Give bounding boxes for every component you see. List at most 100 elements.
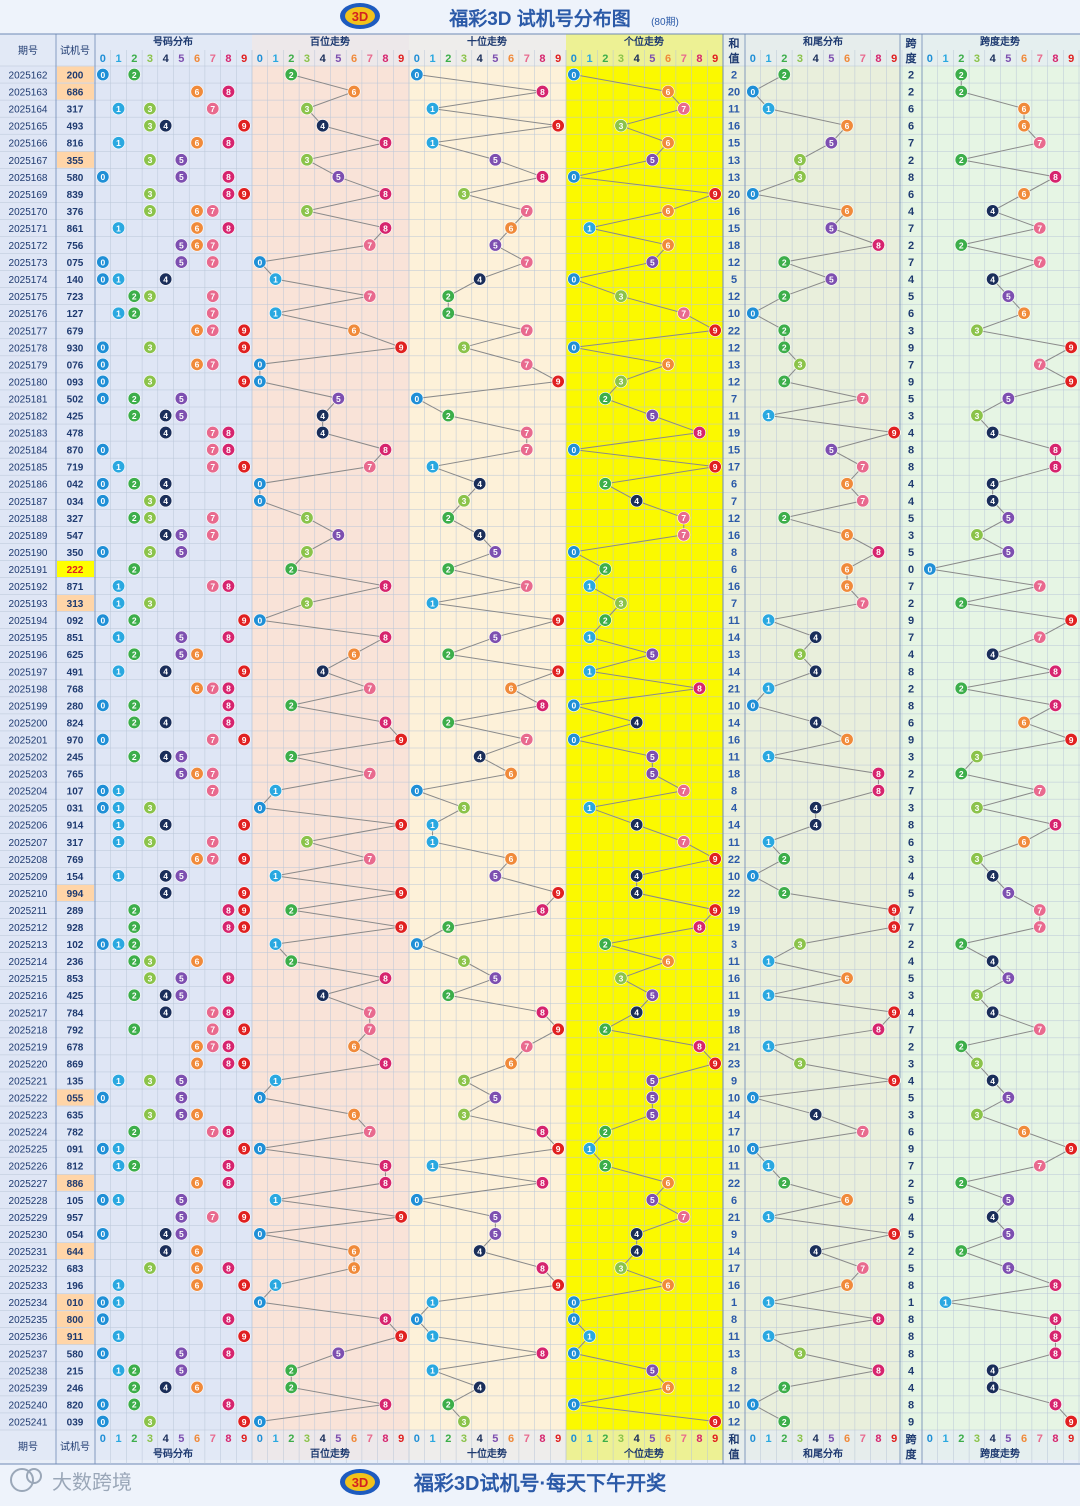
trial-number: 107 <box>67 787 84 798</box>
sum-tail-point <box>840 1278 854 1292</box>
units-trend-point-label: 9 <box>713 854 718 864</box>
units-trend-point-label: 1 <box>587 667 592 677</box>
tens-digit-header: 7 <box>524 53 530 65</box>
trial-number: 200 <box>67 71 84 82</box>
distribution-ball <box>96 937 110 951</box>
distribution-ball <box>206 579 220 593</box>
hundreds-trend-point <box>316 664 330 678</box>
issue-label: 2025209 <box>9 872 48 883</box>
distribution-ball <box>174 1091 188 1105</box>
issue-label: 2025221 <box>9 1076 48 1087</box>
tens-trend-point-label: 2 <box>446 513 451 523</box>
span-trend-point <box>970 323 984 337</box>
hundreds-trend-point <box>300 511 314 525</box>
distribution-ball-label: 4 <box>163 530 168 540</box>
sum-tail-point-label: 6 <box>845 581 850 591</box>
trial-number: 105 <box>67 1196 84 1207</box>
distribution-ball-label: 4 <box>163 1246 168 1256</box>
distribution-ball <box>237 1142 251 1156</box>
tens-trend-point <box>426 460 440 474</box>
distribution-ball <box>190 681 204 695</box>
distribution-ball <box>174 1227 188 1241</box>
distribution-ball-label: 9 <box>242 1059 247 1069</box>
sum-tail-point-label: 2 <box>782 1178 787 1188</box>
sum-tail-point <box>824 443 838 457</box>
hundreds-trend-point <box>269 272 283 286</box>
distribution-ball-label: 8 <box>226 189 231 199</box>
units-trend-point-label: 7 <box>681 513 686 523</box>
trial-number: 756 <box>67 241 84 252</box>
span_trend-digit-header: 8 <box>1052 53 1058 65</box>
tens-trend-point-label: 5 <box>493 1229 498 1239</box>
span-trend-point <box>954 238 968 252</box>
distribution-ball <box>237 1022 251 1036</box>
tens-trend-point <box>520 323 534 337</box>
tens-trend-point-label: 3 <box>462 496 467 506</box>
distribution-ball <box>206 1005 220 1019</box>
trial-number: 102 <box>67 940 84 951</box>
units-trend-point-label: 2 <box>603 939 608 949</box>
sum-tail-point <box>840 528 854 542</box>
span_trend-digit-header: 7 <box>1037 53 1043 65</box>
distribution-ball-label: 0 <box>100 1229 105 1239</box>
distribution-ball-label: 8 <box>226 172 231 182</box>
span-value: 5 <box>908 291 914 303</box>
issue-label: 2025190 <box>9 548 48 559</box>
span-trend-point-label: 4 <box>990 274 995 284</box>
hundreds-trend-point-label: 2 <box>289 752 294 762</box>
sum-value: 11 <box>728 1161 740 1173</box>
span_trend-digit-header: 4 <box>990 1433 997 1445</box>
units-trend-point <box>708 187 722 201</box>
distribution-ball <box>159 1005 173 1019</box>
span-trend-point-label: 7 <box>1037 360 1042 370</box>
tens-digit-header: 0 <box>414 53 420 65</box>
span-trend-point-label: 2 <box>959 1246 964 1256</box>
units-trend-point <box>630 869 644 883</box>
tens-trend-point-label: 2 <box>446 564 451 574</box>
distribution-ball-label: 1 <box>116 803 121 813</box>
span-header: 度 <box>906 51 918 65</box>
distribution-ball <box>190 85 204 99</box>
span-trend-point-label: 4 <box>990 206 995 216</box>
trial-number: 093 <box>67 377 84 388</box>
tens-trend-point <box>441 511 455 525</box>
sum-value: 10 <box>728 1399 740 1411</box>
hundreds-header: 百位走势 <box>310 35 350 48</box>
span-trend-point <box>1001 289 1015 303</box>
span-value: 5 <box>908 393 914 405</box>
tens-trend-point <box>551 119 565 133</box>
units-trend-point <box>677 784 691 798</box>
units-trend-point <box>645 1363 659 1377</box>
tens-digit-header: 5 <box>492 53 498 65</box>
units-trend-point <box>614 289 628 303</box>
hundreds-trend-point-label: 0 <box>257 1417 262 1427</box>
sum-value: 17 <box>728 1127 740 1139</box>
distribution-ball <box>190 767 204 781</box>
issue-label: 2025179 <box>9 360 48 371</box>
span-value: 2 <box>908 769 914 781</box>
units-trend-point <box>630 886 644 900</box>
tens-trend-point-label: 5 <box>493 240 498 250</box>
tens-trend-point <box>457 1108 471 1122</box>
units-trend-point-label: 6 <box>666 1280 671 1290</box>
distribution-ball-label: 9 <box>242 820 247 830</box>
tens-trend-point <box>426 1295 440 1309</box>
sum-tail-point <box>887 1227 901 1241</box>
distribution-ball-label: 3 <box>148 973 153 983</box>
issue-label: 2025164 <box>9 105 48 116</box>
span-value: 5 <box>908 1093 914 1105</box>
units-digit-header: 5 <box>649 53 655 65</box>
distribution-ball-label: 1 <box>116 104 121 114</box>
span-trend-point-label: 5 <box>1006 1229 1011 1239</box>
units-trend-point <box>692 1039 706 1053</box>
sum-tail-point <box>793 153 807 167</box>
distribution-ball <box>143 801 157 815</box>
distribution-ball-label: 4 <box>163 667 168 677</box>
tens-trend-point-label: 1 <box>430 820 435 830</box>
distribution-ball <box>112 272 126 286</box>
units-digit-header: 2 <box>602 1433 608 1445</box>
sum-value: 12 <box>728 1382 740 1394</box>
span-value: 7 <box>908 359 914 371</box>
hundreds-trend-point <box>378 630 392 644</box>
distribution-ball <box>159 119 173 133</box>
